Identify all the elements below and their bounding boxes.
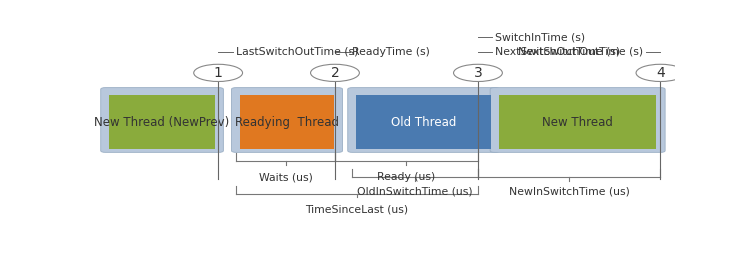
FancyBboxPatch shape [348,88,500,152]
Text: New Thread (NewPrev): New Thread (NewPrev) [94,116,230,129]
Text: Ready (us): Ready (us) [377,172,436,182]
Circle shape [194,64,242,81]
Text: ReadyTime (s): ReadyTime (s) [352,47,430,57]
Text: SwitchInTime (s): SwitchInTime (s) [496,32,586,42]
Bar [356,95,490,149]
Text: OldInSwitchTime (us): OldInSwitchTime (us) [357,186,473,197]
Text: 4: 4 [656,66,664,80]
Text: LastSwitchOutTime (s): LastSwitchOutTime (s) [236,47,358,57]
FancyBboxPatch shape [232,88,343,152]
Text: TimeSinceLast (us): TimeSinceLast (us) [305,205,409,215]
Text: Old Thread: Old Thread [391,116,456,129]
Text: Waits (us): Waits (us) [259,172,313,182]
Text: Readying  Thread: Readying Thread [235,116,339,129]
Bar [240,95,334,149]
Circle shape [454,64,503,81]
Text: NextSwitchOutTime (s): NextSwitchOutTime (s) [496,47,620,57]
FancyBboxPatch shape [100,88,224,152]
Bar [110,95,214,149]
Text: NextSwitchOutTime (s): NextSwitchOutTime (s) [518,47,643,57]
Circle shape [636,64,685,81]
Text: 2: 2 [331,66,339,80]
Circle shape [310,64,359,81]
FancyBboxPatch shape [490,88,665,152]
Text: 3: 3 [473,66,482,80]
Text: NewInSwitchTime (us): NewInSwitchTime (us) [509,186,630,197]
Text: New Thread: New Thread [542,116,613,129]
Text: 1: 1 [214,66,223,80]
Bar [499,95,656,149]
